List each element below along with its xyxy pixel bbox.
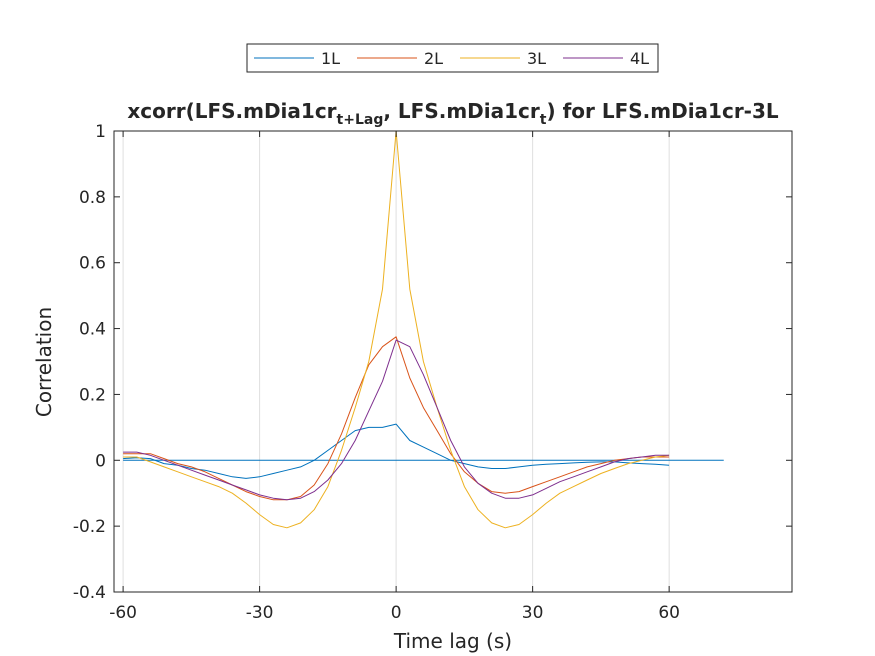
series-lines — [123, 130, 724, 529]
y-tick-label: 0.2 — [79, 385, 106, 405]
series-line-1L — [123, 423, 670, 479]
y-tick-label: 1 — [95, 122, 106, 142]
x-tick-label: 60 — [658, 603, 680, 623]
series-line-4L — [123, 339, 670, 501]
title-suffix: ) for LFS.mDia1cr-3L — [546, 99, 778, 123]
x-tick-label: -30 — [246, 603, 274, 623]
plot-area-frame — [113, 130, 793, 593]
legend-label-3L: 3L — [527, 49, 546, 68]
legend: 1L 2L 3L 4L — [246, 43, 659, 73]
title-subscript-t: t — [540, 112, 547, 128]
y-tick-label: 0.4 — [79, 320, 106, 340]
y-tick-label: 0.6 — [79, 254, 106, 274]
legend-label-4L: 4L — [630, 49, 649, 68]
y-tick-label: -0.2 — [73, 517, 106, 537]
x-tick-label: 0 — [391, 603, 402, 623]
series-line-2L — [123, 336, 670, 501]
y-tick-label: 0 — [95, 451, 106, 471]
chart-title: xcorr(LFS.mDia1crt+Lag, LFS.mDia1crt) fo… — [127, 99, 779, 128]
axis-ticks: -60 -30 0 30 60 -0.4 -0.2 0 0.2 0.4 0.6 0.8 1 — [73, 122, 792, 623]
x-axis-label: Time lag (s) — [393, 629, 512, 653]
grid-lines — [122, 131, 670, 592]
legend-label-1L: 1L — [321, 49, 340, 68]
title-prefix: xcorr(LFS.mDia1cr — [127, 99, 336, 123]
title-subscript-lag: t+Lag — [337, 112, 384, 128]
legend-label-2L: 2L — [424, 49, 443, 68]
y-tick-label: 0.8 — [79, 188, 106, 208]
x-tick-label: 30 — [522, 603, 544, 623]
y-tick-label: -0.4 — [73, 583, 106, 603]
title-middle: , LFS.mDia1cr — [383, 99, 540, 123]
y-axis-label: Correlation — [32, 307, 56, 417]
x-tick-label: -60 — [109, 603, 137, 623]
